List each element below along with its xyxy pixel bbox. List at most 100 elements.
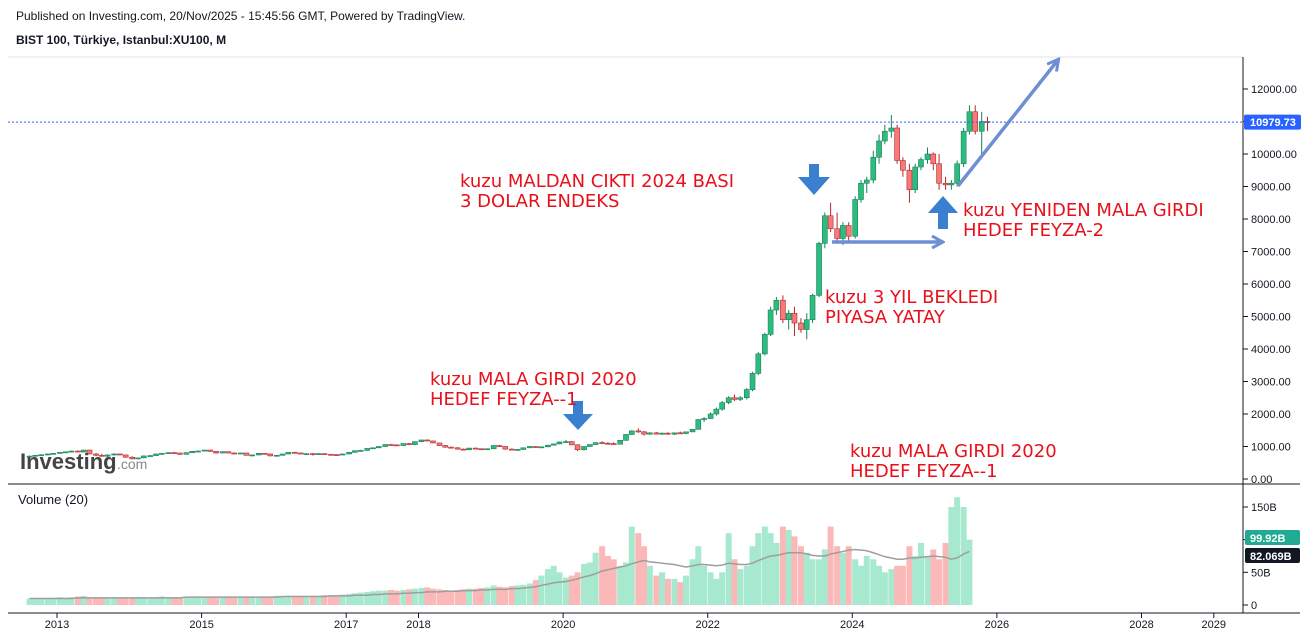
candle-body [357, 450, 364, 452]
volume-bar [508, 586, 515, 605]
volume-bar [568, 575, 575, 605]
volume-bar [68, 597, 75, 605]
volume-bar [894, 565, 901, 605]
volume-bar [309, 595, 316, 605]
volume-bar [38, 599, 45, 605]
volume-bar [93, 597, 100, 605]
volume-bar [273, 595, 280, 605]
volume-bar [821, 549, 828, 605]
down-arrow-icon-2020 [563, 401, 593, 430]
volume-bar [346, 593, 353, 605]
candle-body [466, 447, 472, 451]
volume-bar [472, 588, 479, 605]
candle-body [791, 312, 798, 324]
volume-bar [797, 546, 804, 605]
volume-bar [406, 589, 413, 605]
publish-info: Published on Investing.com, 20/Nov/2025 … [16, 9, 466, 23]
volume-bar [213, 597, 220, 605]
volume-bar [315, 595, 322, 605]
candle-body [550, 443, 557, 446]
candle-body [117, 453, 123, 456]
candle-body [418, 439, 425, 442]
candle-body [140, 455, 147, 459]
candle-body [285, 452, 292, 455]
svg-text:HEDEF FEYZA-2: HEDEF FEYZA-2 [963, 220, 1104, 241]
candle-body [924, 153, 931, 160]
candle-body [219, 451, 226, 454]
volume-bar [429, 588, 436, 605]
volume-bar [834, 546, 841, 605]
candle-body [153, 453, 159, 456]
candle-body [321, 453, 328, 455]
volume-bar [116, 598, 123, 605]
volume-bar [478, 588, 485, 605]
volume-bar [930, 549, 937, 605]
time-tick-label: 2018 [406, 619, 430, 631]
volume-bar [351, 593, 358, 605]
volume-bar [219, 597, 226, 605]
volume-bar [755, 533, 762, 605]
volume-bar [411, 588, 418, 605]
volume-bar [948, 507, 955, 605]
candle-body [527, 446, 533, 449]
candle-body [201, 449, 208, 452]
volume-bar [357, 592, 364, 605]
volume-bar [852, 559, 859, 605]
svg-text:10979.73: 10979.73 [1250, 117, 1296, 129]
volume-bar [153, 597, 160, 605]
candle-body [635, 430, 642, 433]
candle-body [798, 322, 804, 330]
volume-ma-line [29, 548, 970, 600]
volume-bar [526, 583, 533, 605]
candle-body [454, 447, 461, 450]
volume-bar [442, 589, 449, 605]
volume-bar [725, 533, 732, 605]
volume-bar [140, 597, 147, 605]
volume-bar [104, 597, 111, 605]
candle-body [972, 111, 979, 132]
volume-bar [623, 562, 630, 605]
volume-bar [50, 597, 57, 605]
volume-bar [496, 586, 503, 605]
candle-body [587, 444, 593, 447]
candle-body [556, 441, 563, 445]
candle-body [68, 450, 75, 453]
candle-body [532, 446, 539, 448]
volume-bar [701, 565, 708, 605]
candle-body [863, 179, 870, 184]
candle-body [297, 452, 304, 455]
trend-arrow-up [956, 60, 1058, 188]
price-tick-label: 0.00 [1251, 474, 1272, 486]
candle-body [502, 446, 509, 450]
candle-body [581, 446, 587, 451]
volume-bar [924, 556, 931, 605]
volume-bar [641, 546, 648, 605]
volume-last-badge: 99.92B [1245, 530, 1300, 545]
volume-bar [62, 597, 69, 605]
volume-bar [839, 552, 846, 605]
volume-bar [393, 590, 400, 605]
candle-body [689, 428, 696, 433]
volume-bar [249, 596, 256, 605]
candle-body [406, 443, 412, 445]
volume-bar [382, 590, 389, 605]
candle-body [610, 443, 617, 445]
candle-body [279, 453, 286, 456]
candle-body [165, 452, 172, 454]
volume-bar [460, 589, 467, 605]
candle-body [412, 441, 418, 445]
candle-body [339, 453, 346, 456]
volume-bar [659, 572, 666, 605]
volume-bar [881, 572, 888, 605]
volume-bar [165, 597, 172, 605]
volume-bar [870, 559, 877, 605]
candle-body [731, 397, 738, 400]
volume-bar [231, 597, 238, 605]
volume-bar [604, 556, 611, 605]
candle-body [894, 127, 900, 161]
svg-text:99.92B: 99.92B [1250, 533, 1286, 545]
candle-body [653, 432, 660, 435]
candle-body [809, 295, 816, 321]
volume-bar [574, 572, 581, 605]
